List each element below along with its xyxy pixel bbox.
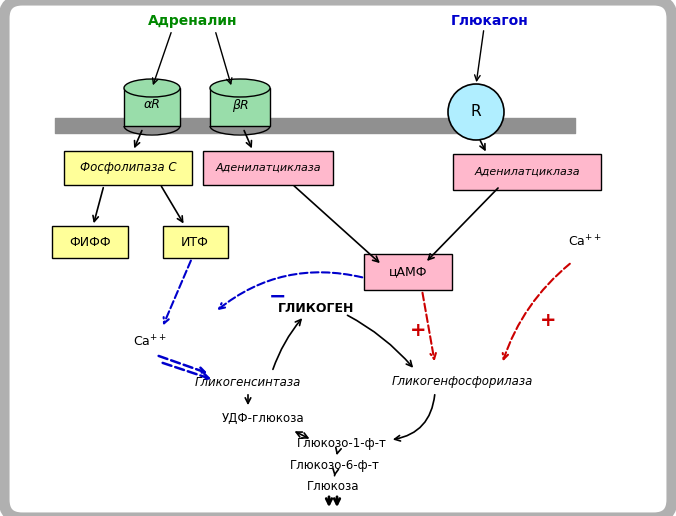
FancyBboxPatch shape (162, 226, 228, 258)
Circle shape (448, 84, 504, 140)
Text: Гликогенсинтаза: Гликогенсинтаза (195, 376, 301, 389)
Text: Аденилатциклаза: Аденилатциклаза (215, 163, 321, 173)
Text: Аденилатциклаза: Аденилатциклаза (474, 167, 580, 177)
Text: Глюкоза: Глюкоза (307, 479, 359, 492)
Text: R: R (470, 105, 481, 120)
FancyBboxPatch shape (64, 151, 192, 185)
Text: Гликогенфосфорилаза: Гликогенфосфорилаза (391, 376, 533, 389)
Text: УДФ-глюкоза: УДФ-глюкоза (222, 411, 304, 425)
Text: цАМФ: цАМФ (389, 266, 427, 279)
Text: Глюкозо-6-ф-т: Глюкозо-6-ф-т (290, 460, 380, 473)
Text: αR: αR (143, 99, 160, 111)
Polygon shape (210, 88, 270, 126)
Text: −: − (269, 287, 287, 307)
Polygon shape (124, 88, 180, 126)
FancyBboxPatch shape (364, 254, 452, 290)
FancyBboxPatch shape (203, 151, 333, 185)
Ellipse shape (210, 79, 270, 97)
Text: ГЛИКОГЕН: ГЛИКОГЕН (278, 301, 354, 314)
Text: Фосфолипаза С: Фосфолипаза С (80, 162, 176, 174)
Text: Глюкозо-1-ф-т: Глюкозо-1-ф-т (297, 437, 387, 449)
Text: Ca$^{++}$: Ca$^{++}$ (133, 334, 167, 350)
FancyBboxPatch shape (52, 226, 128, 258)
FancyBboxPatch shape (4, 0, 672, 516)
Text: +: + (410, 320, 427, 340)
FancyBboxPatch shape (453, 154, 601, 190)
Ellipse shape (124, 79, 180, 97)
Text: ФИФФ: ФИФФ (69, 235, 111, 249)
Text: +: + (539, 311, 556, 330)
Text: ИТФ: ИТФ (181, 235, 209, 249)
Text: Ca$^{++}$: Ca$^{++}$ (568, 234, 602, 250)
Text: Глюкагон: Глюкагон (451, 14, 529, 28)
Text: Адреналин: Адреналин (148, 14, 238, 28)
Text: βR: βR (232, 99, 248, 111)
